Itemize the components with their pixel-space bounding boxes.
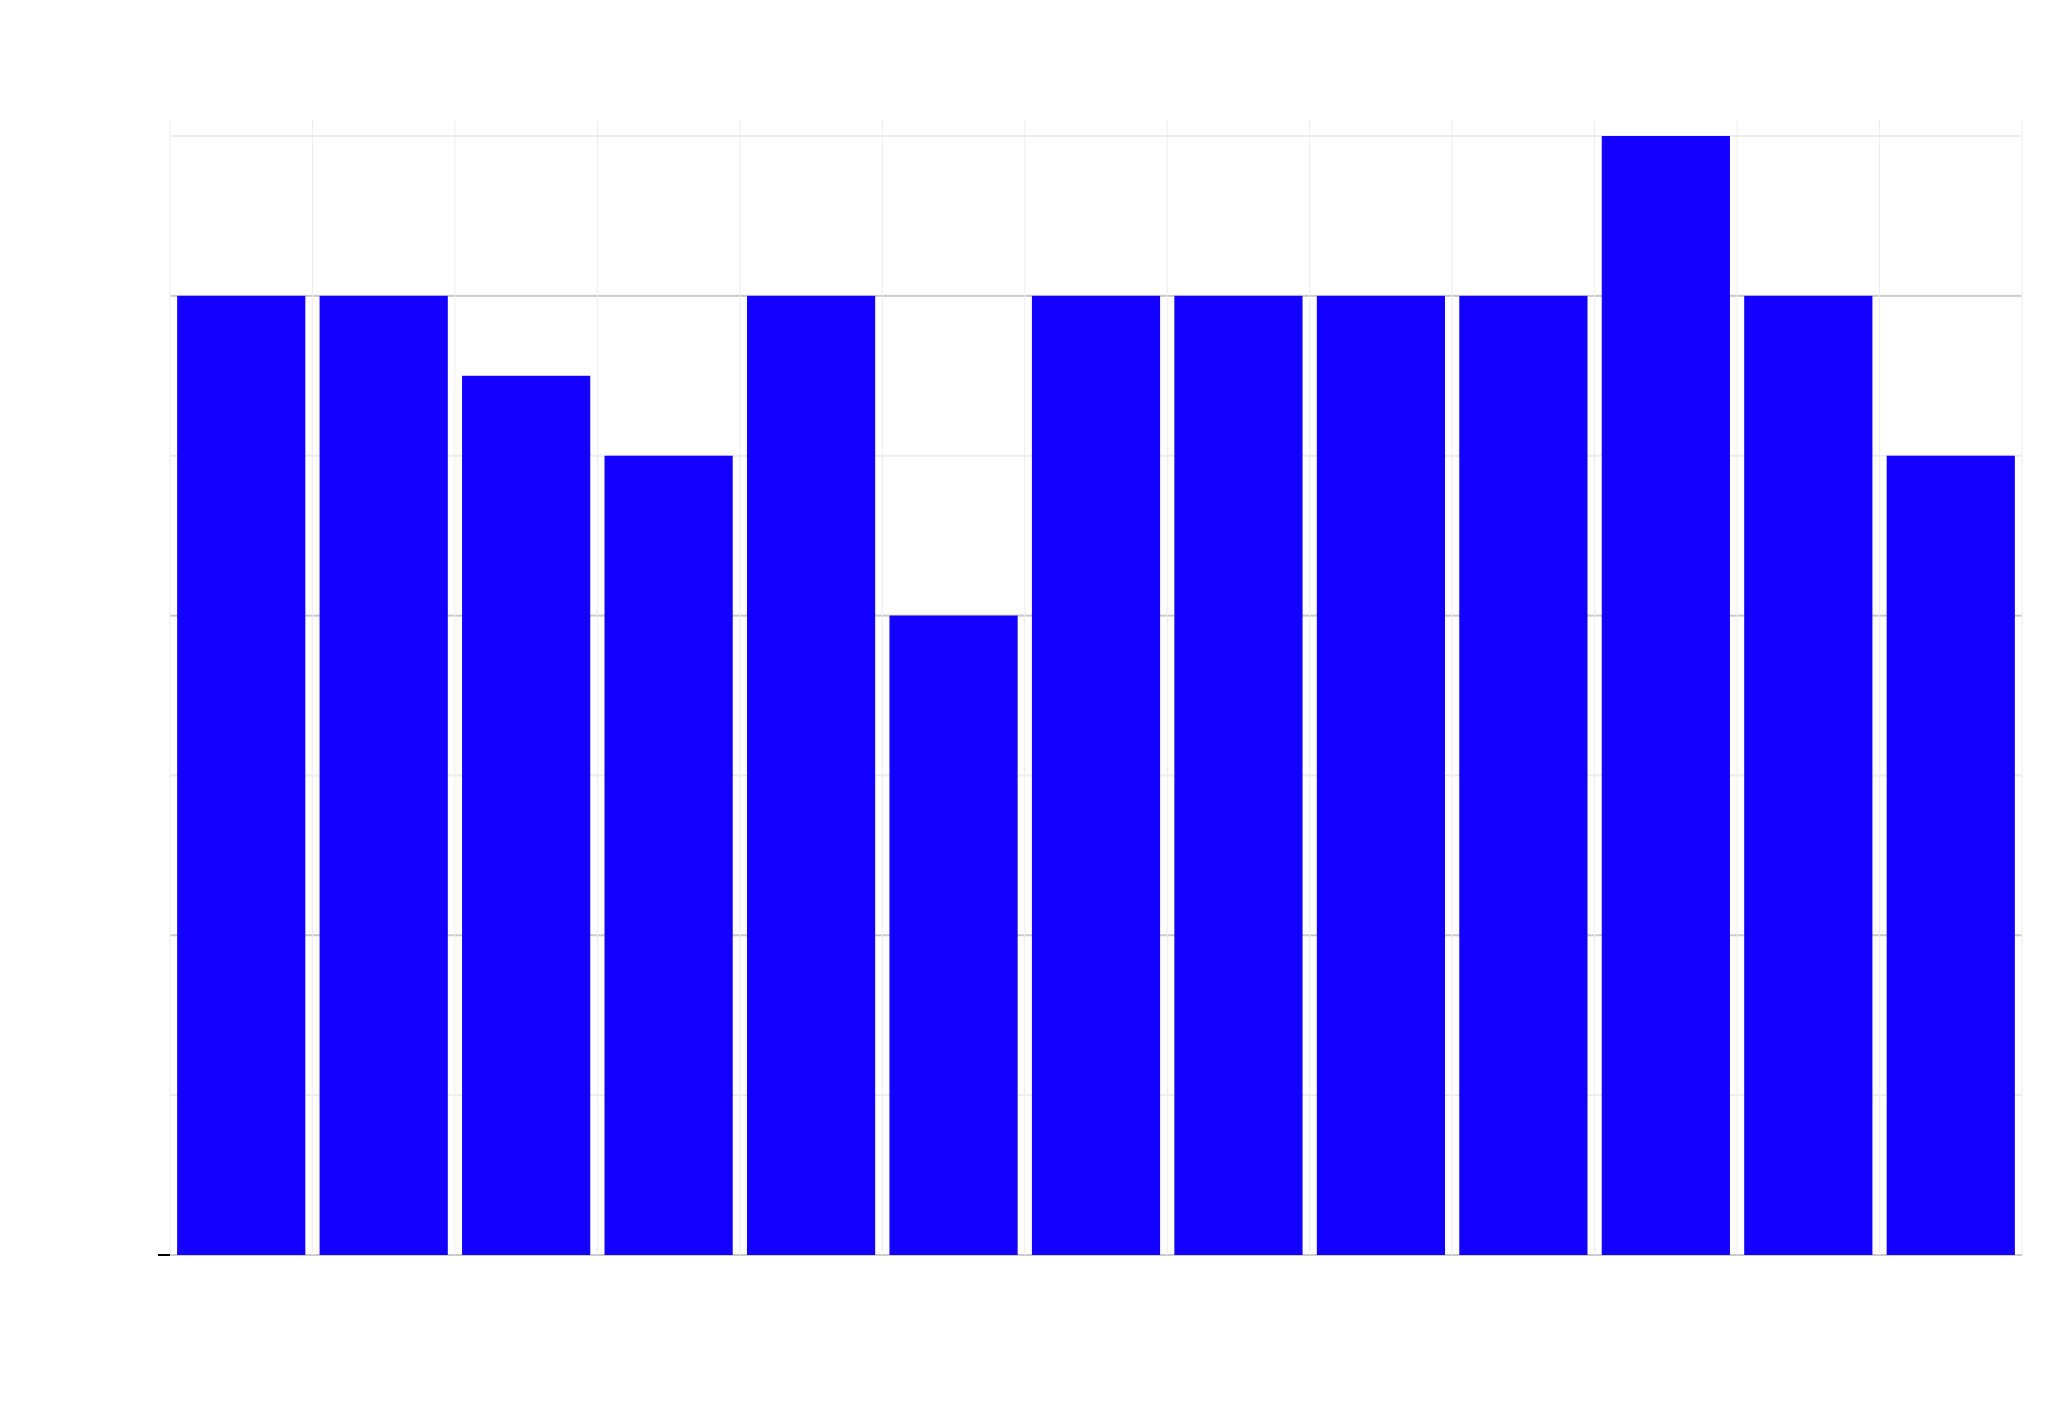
- chart-container: [0, 0, 2062, 1425]
- bar-ter: [1887, 456, 2015, 1255]
- bar-ln: [889, 616, 1017, 1255]
- bar-pl: [1317, 296, 1445, 1255]
- bar-park: [1032, 296, 1160, 1255]
- bar-rd: [1459, 296, 1587, 1255]
- bar-st: [1744, 296, 1872, 1255]
- bar-pkwy: [1174, 296, 1302, 1255]
- bar-ct: [605, 456, 733, 1255]
- bar-sq: [1602, 136, 1730, 1255]
- bar-dr: [747, 296, 875, 1255]
- bar-ave: [177, 296, 305, 1255]
- bar-blvd: [320, 296, 448, 1255]
- chart-svg: [0, 0, 2062, 1425]
- bar-cir: [462, 376, 590, 1255]
